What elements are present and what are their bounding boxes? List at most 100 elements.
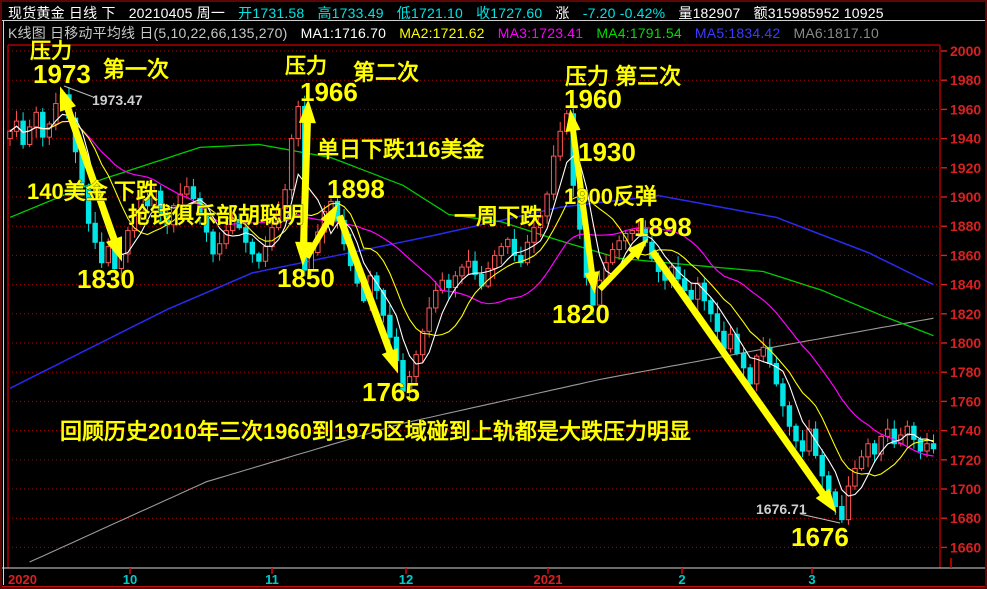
bottom-frame-line [0,586,987,588]
arrow-head [298,99,316,124]
candle-body [203,212,210,233]
ma6-line [29,317,934,563]
annotation-text: 抢钱俱乐部胡聪明 [128,203,304,228]
candle-body [85,186,92,224]
arrow-head [815,488,837,513]
candle-body [557,130,563,157]
candle-body [275,208,282,229]
y-axis-label: 1900 [950,189,981,205]
candle-body [747,367,753,385]
candle-body [184,186,190,195]
annotation-text: 一周下跌 [454,204,543,229]
candle-body [760,346,766,357]
arrow-head [59,86,77,112]
candle-body [505,238,511,248]
arrow-head [627,238,649,260]
price-pointer-line [799,513,841,524]
open-value: 开1731.58 [238,5,305,21]
candle-body [157,190,164,214]
title-bar: 现货黄金 日线 下 20210405 周一 开1731.58 高1733.49 … [8,3,983,23]
candle-body [871,443,878,455]
y-axis-label: 1680 [950,510,981,526]
high-value: 高1733.49 [317,5,384,21]
annotation-text: 压力 [285,55,327,78]
candle-body [609,249,616,264]
trend-arrow [336,214,398,366]
annotation-text: 第一次 [103,57,169,82]
y-axis-label: 1760 [950,393,981,409]
candle-body [511,238,518,256]
x-axis-label: 2 [678,572,685,587]
candle-body [911,425,917,440]
candle-body [904,425,911,436]
annotation-text: 1898 [634,212,692,242]
candle-body [865,443,871,458]
y-axis-label: 1820 [950,306,981,322]
candle-body [465,260,472,268]
candle-body [885,428,891,437]
candle-body [26,126,33,145]
candle-body [891,428,897,445]
y-axis-label: 1980 [950,72,981,88]
arrow-head [565,109,581,132]
candle-body [531,227,537,243]
annotation-text: 回顾历史2010年三次1960到1975区域碰到上轨都是大跌压力明显 [60,419,691,444]
candle-body [125,230,131,255]
ma1-line [9,113,934,497]
candle-body [151,190,157,207]
y-axis-label: 1880 [950,218,981,234]
candle-body [46,123,52,138]
price-pointer-line [63,85,97,99]
volume-value: 量182907 [678,5,741,21]
candle-body [695,282,701,300]
ma2-line [9,120,934,477]
candle-body [243,227,249,243]
x-axis-label: 2020 [8,572,37,587]
candle-body [216,243,223,255]
y-axis-label: 2000 [950,43,981,59]
candle-body [492,254,498,270]
y-axis-label: 1740 [950,423,981,439]
candle-body [793,425,799,442]
ma1-value: MA1:1716.70 [300,25,387,41]
candle-body [537,215,544,229]
x-axis-label: 3 [808,572,815,587]
candle-body [262,246,269,262]
candle-body [92,222,98,243]
y-axis-label: 1800 [950,335,981,351]
candle-body [636,228,642,232]
candle-body [419,330,426,356]
arrow-head [320,203,338,227]
candle-body [406,376,413,392]
candle-body [380,289,387,316]
arrow-head [105,236,123,262]
candle-body [230,219,236,232]
candle-body [681,278,688,291]
y-axis-label: 1940 [950,131,981,147]
annotation-text: 1765 [362,377,420,407]
candle-body [210,231,216,255]
candle-body [714,313,721,332]
candle-body [708,300,714,315]
y-axis-label: 1720 [950,452,981,468]
candle-body [616,240,622,251]
candle-body [413,354,419,378]
candle-body [701,282,707,302]
candle-body [524,241,531,264]
candle-body [839,506,845,521]
candle-body [282,189,288,210]
candle-body [727,333,734,350]
annotation-text: 1676 [791,522,849,552]
instrument-name[interactable]: 现货黄金 日线 下 [8,5,116,21]
annotation-text: 单日下跌116美金 [317,137,485,162]
ma-settings-label[interactable]: K线图 日移动平均线 日(5,10,22,66,135,270) [8,25,288,41]
y-axis-label: 1840 [950,277,981,293]
ma3-value: MA3:1723.41 [497,25,584,41]
trend-arrow [60,94,122,254]
candle-body [878,435,884,455]
candle-body [734,333,740,354]
arrow-head [295,241,313,266]
ma2-value: MA2:1721.62 [399,25,485,41]
